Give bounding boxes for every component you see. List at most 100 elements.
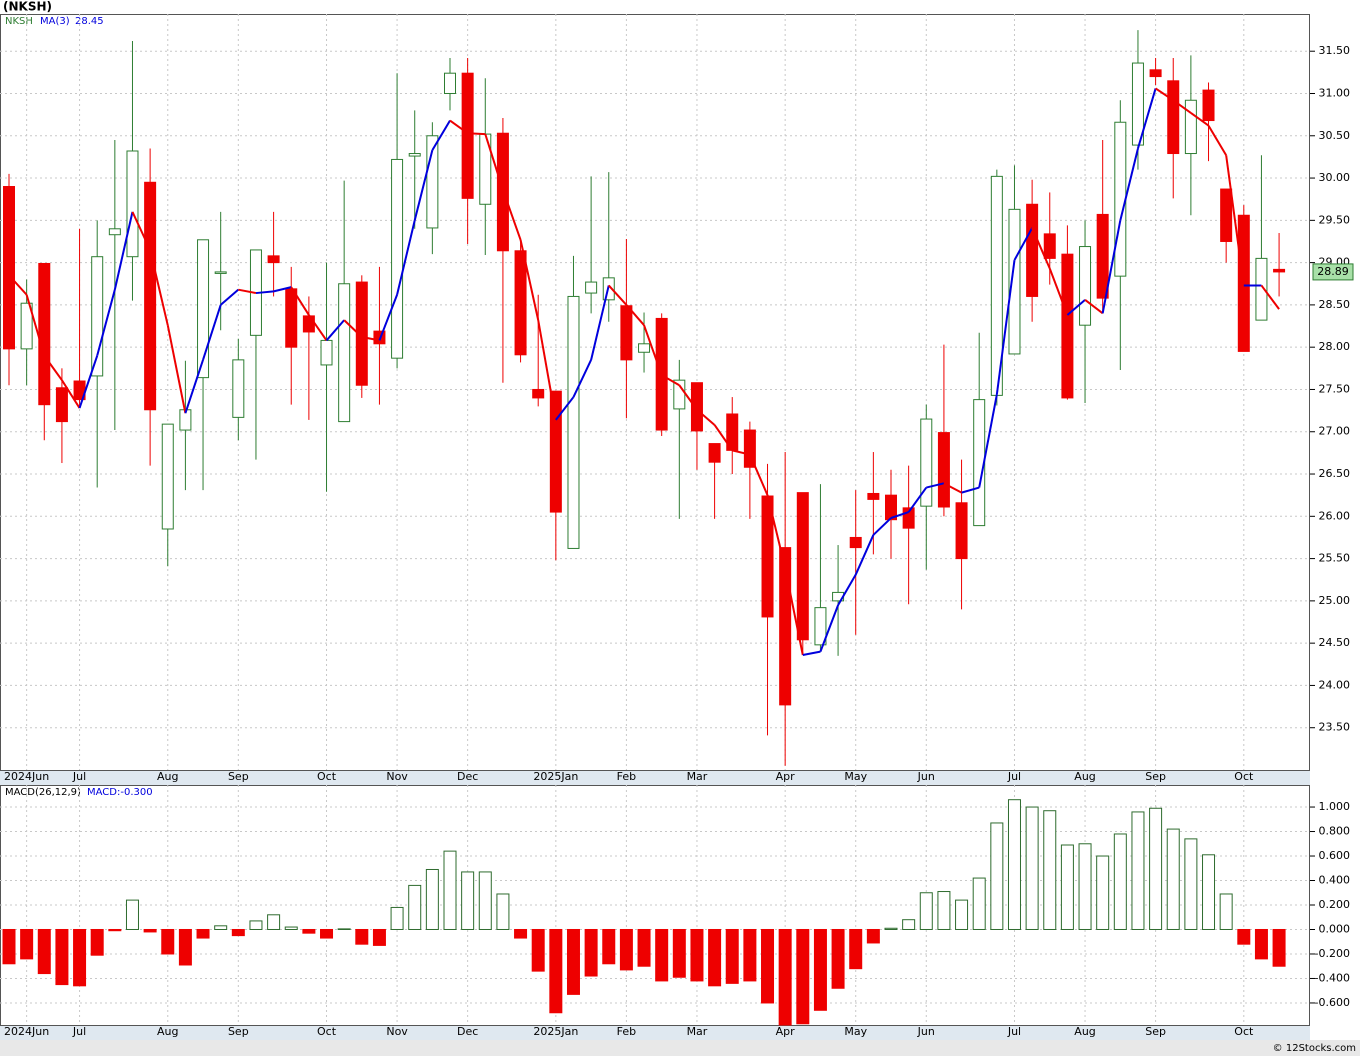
candle-body: [585, 281, 598, 294]
y-tick-label: 0.800: [1319, 825, 1351, 838]
x-tick-label: Apr: [776, 770, 796, 783]
ma-segment: [78, 355, 99, 409]
ma-segment: [802, 650, 821, 656]
macd-bar: [496, 893, 510, 930]
macd-bar: [320, 928, 334, 939]
macd-bar: [1184, 838, 1198, 930]
candle-body: [1096, 213, 1109, 299]
x-tick-label: Feb: [617, 770, 636, 783]
ma-segment: [501, 189, 522, 241]
ma-segment: [8, 274, 28, 296]
ma-segment: [96, 289, 116, 356]
x-tick-label: Sep: [1145, 1025, 1166, 1038]
candle-body: [338, 283, 351, 423]
ma-segment: [519, 239, 540, 321]
candle-body: [214, 271, 227, 274]
macd-bar: [1131, 811, 1145, 930]
ma-segment: [113, 211, 134, 290]
y-tick-label: 28.50: [1319, 298, 1351, 311]
ma-segment: [661, 374, 680, 387]
ma-segment: [273, 286, 292, 293]
candle-body: [620, 305, 633, 361]
macd-bar: [267, 914, 281, 930]
ma-segment: [537, 319, 557, 421]
macd-bar: [602, 928, 616, 965]
candle-body: [1061, 253, 1074, 399]
macd-bar: [1272, 928, 1286, 967]
candle-body: [955, 502, 968, 560]
x-tick-label: Oct: [1234, 1025, 1254, 1038]
candle-body: [391, 158, 404, 359]
footer-strip: [0, 1040, 1360, 1056]
x-tick-label: Oct: [317, 1025, 337, 1038]
candle-body: [1184, 99, 1197, 155]
ma-segment: [449, 119, 469, 135]
macd-bar: [1219, 893, 1233, 930]
x-tick-label: Oct: [1234, 770, 1254, 783]
x-tick-label: 2024Jun: [4, 1025, 49, 1038]
macd-bar: [672, 928, 686, 978]
ma-segment: [484, 133, 504, 191]
y-tick-label: 24.50: [1319, 636, 1351, 649]
candle-body: [708, 443, 721, 463]
macd-bar: [778, 928, 792, 1026]
y-tick-label: 31.50: [1319, 44, 1351, 57]
ma-segment: [555, 396, 575, 421]
candle-body: [514, 250, 527, 356]
ma-segment: [202, 304, 222, 361]
macd-bar: [1060, 844, 1074, 930]
ma-segment: [131, 211, 152, 251]
candle-body: [814, 607, 827, 646]
ma-segment: [413, 149, 434, 221]
macd-bar: [1237, 928, 1251, 945]
x-tick-label: Jul: [1007, 770, 1021, 783]
candle-body: [38, 262, 51, 406]
y-tick-label: 25.50: [1319, 552, 1351, 565]
ma-segment: [43, 355, 63, 381]
candle-body: [20, 302, 33, 350]
ma-segment: [1119, 148, 1139, 221]
candle-body: [779, 547, 792, 706]
x-tick-label: Jul: [1007, 1025, 1021, 1038]
ma-segment: [343, 319, 363, 338]
x-tick-label: Dec: [457, 1025, 478, 1038]
candle-body: [355, 281, 368, 386]
candle-body: [549, 390, 562, 513]
candle-body: [126, 150, 139, 258]
candle-body: [144, 181, 157, 411]
ma-segment: [1137, 88, 1157, 149]
macd-bar: [1149, 807, 1163, 930]
macd-bar: [443, 850, 457, 930]
y-tick-label: 0.600: [1319, 849, 1351, 862]
macd-bar: [708, 928, 722, 987]
ma-segment: [1084, 299, 1104, 315]
macd-bar: [743, 928, 757, 982]
x-tick-label: Mar: [687, 770, 708, 783]
y-tick-label: 29.50: [1319, 213, 1351, 226]
ma-segment: [819, 604, 840, 652]
candle-body: [285, 288, 298, 348]
y-tick-label: 30.50: [1319, 129, 1351, 142]
candle-body: [55, 387, 68, 423]
ma-segment: [1013, 227, 1033, 261]
legend-ma: MA(3): [40, 16, 70, 27]
macd-bar: [196, 928, 210, 939]
y-tick-label: 31.00: [1319, 86, 1351, 99]
macd-bar: [1096, 855, 1110, 930]
candle-body: [373, 330, 386, 345]
ma-segment: [1066, 299, 1086, 316]
chart-title: (NKSH): [3, 0, 52, 14]
y-tick-label: -0.200: [1315, 947, 1350, 960]
ma-segment: [220, 288, 239, 306]
macd-bar: [1113, 833, 1127, 930]
candle-body: [232, 359, 245, 418]
candle-body: [1079, 246, 1092, 326]
candle-body: [197, 239, 210, 379]
macd-bar: [108, 928, 122, 932]
candle-body: [267, 255, 280, 264]
macd-bar: [408, 884, 422, 930]
macd-bar: [619, 928, 633, 971]
macd-bar: [37, 928, 51, 975]
x-tick-label: Jun: [917, 770, 935, 783]
x-tick-label: Nov: [386, 1025, 408, 1038]
